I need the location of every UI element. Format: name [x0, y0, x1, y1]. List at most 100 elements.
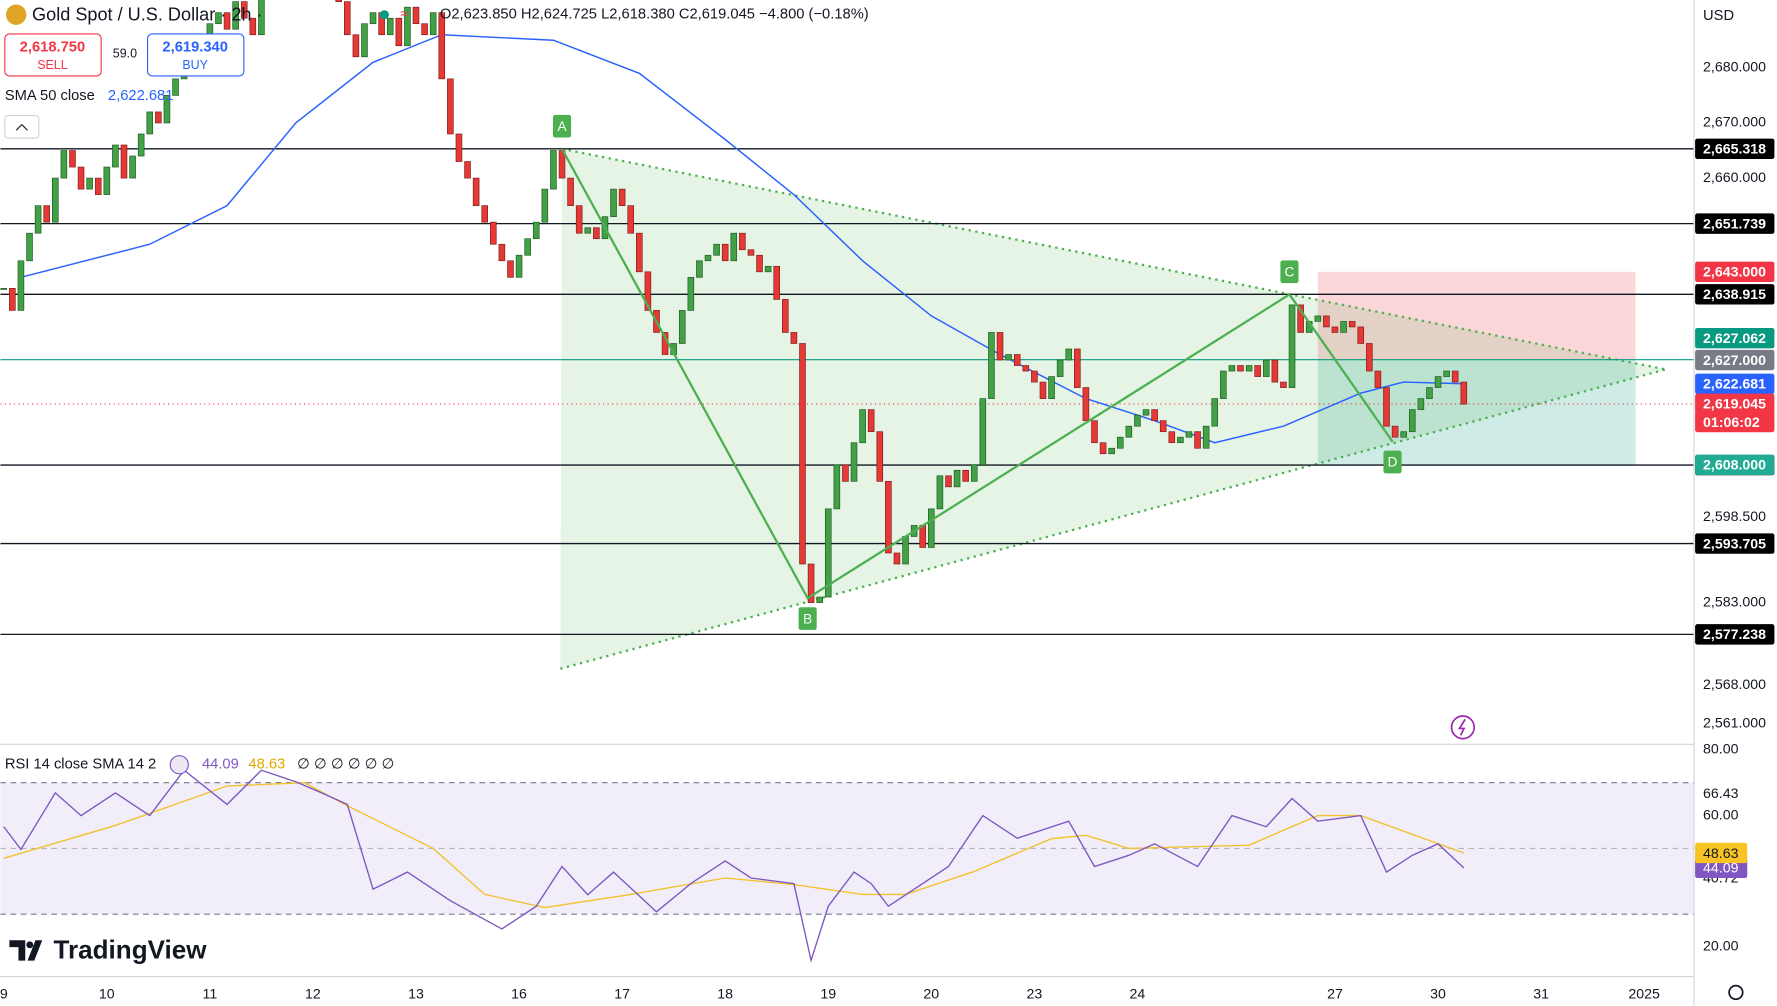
alert-bolt — [1457, 718, 1466, 736]
rsi-tick-label: 66.43 — [1703, 786, 1739, 802]
price-badge-label: 2,622.681 — [1703, 377, 1766, 393]
candle — [498, 243, 506, 262]
candle — [344, 1, 351, 36]
candle — [137, 133, 145, 157]
candle — [1065, 348, 1073, 361]
x-tick-label: 16 — [511, 986, 527, 1002]
pattern-point-label: A — [557, 119, 567, 134]
candle — [824, 508, 832, 598]
candle — [807, 563, 815, 603]
price-badge — [1695, 284, 1775, 305]
candle — [155, 111, 162, 124]
candle — [335, 0, 342, 2]
sma-legend-value: 2,622.681 — [108, 88, 173, 104]
candle — [395, 17, 403, 47]
sell-button[interactable] — [4, 33, 102, 77]
candle — [1400, 431, 1407, 438]
spread: 59.0 — [113, 47, 137, 61]
x-tick-label: 10 — [99, 986, 115, 1002]
candle — [584, 227, 592, 234]
candle — [1194, 431, 1201, 449]
price-badge — [1695, 138, 1775, 159]
candle — [438, 12, 446, 80]
x-tick-label: 23 — [1027, 986, 1043, 1002]
sma-legend: SMA 50 close — [5, 88, 95, 104]
sell-price: 2,618.750 — [20, 39, 85, 55]
candle — [1082, 387, 1090, 422]
rsi-tick-label: 60.00 — [1703, 807, 1739, 823]
candle — [1039, 381, 1047, 399]
candle — [1237, 365, 1244, 372]
rsi-settings-icon[interactable] — [169, 755, 189, 775]
candle — [34, 205, 42, 234]
chevron — [15, 123, 28, 131]
rsi-badge-label: 44.09 — [1703, 861, 1739, 877]
candle — [1417, 398, 1425, 410]
collapse-button[interactable] — [4, 114, 40, 139]
y-tick-label: 2,561.000 — [1703, 716, 1766, 732]
pattern-point-box — [1383, 450, 1402, 474]
candle — [455, 133, 463, 162]
candle — [1074, 348, 1081, 388]
candle — [163, 95, 171, 124]
candle — [1013, 354, 1021, 366]
candle — [928, 508, 935, 548]
x-tick-label: 30 — [1430, 986, 1446, 1002]
candle — [249, 17, 257, 36]
candle — [893, 552, 901, 565]
candle — [799, 343, 806, 565]
x-tick-label: 2025 — [1628, 986, 1660, 1002]
candle — [713, 243, 720, 256]
price-badge — [1695, 327, 1775, 349]
candle — [773, 265, 781, 300]
candle — [1383, 387, 1390, 427]
price-badge-label: 2,619.045 — [1703, 397, 1766, 413]
main-pane: A B C D — [0, 0, 1694, 670]
buy-label: BUY — [182, 58, 208, 72]
price-badge — [1695, 533, 1775, 554]
candle — [1426, 387, 1433, 399]
pattern-lower — [559, 368, 1666, 670]
candle — [1280, 381, 1287, 388]
candle — [739, 232, 746, 251]
candle — [223, 12, 231, 30]
candle — [1056, 359, 1064, 377]
candle — [17, 260, 25, 311]
rsi-legend: RSI 14 close SMA 14 2 — [5, 757, 156, 773]
symbol-icon[interactable] — [5, 4, 27, 25]
settings-icon[interactable] — [1728, 984, 1744, 1001]
candle — [412, 6, 420, 25]
candle — [1022, 365, 1030, 372]
y-tick-label: 2,670.000 — [1703, 115, 1766, 131]
rsi-tick-label: 80.00 — [1703, 742, 1739, 758]
candle — [1288, 304, 1296, 388]
y-tick-label: 2,583.000 — [1703, 594, 1766, 610]
rsi-tick-label: 20.00 — [1703, 939, 1739, 955]
candle — [1116, 436, 1124, 449]
pattern-point-box — [798, 607, 817, 630]
y-tick-label: 2,598.500 — [1703, 509, 1766, 525]
price-badge — [1695, 393, 1775, 415]
rsi-pane — [0, 769, 1694, 964]
candle — [490, 221, 497, 245]
symbol-title[interactable]: Gold Spot / U.S. Dollar · 2h · — [32, 5, 262, 25]
candle — [1340, 321, 1347, 333]
buy-button[interactable] — [147, 33, 245, 77]
price-badge — [1695, 349, 1775, 371]
x-tick-label: 11 — [203, 986, 218, 1002]
currency[interactable]: USD — [1703, 8, 1734, 24]
candle — [1159, 420, 1167, 433]
y-tick-label: 2,680.000 — [1703, 60, 1766, 76]
buy-price: 2,619.340 — [162, 39, 227, 55]
candle — [721, 243, 729, 262]
candle — [790, 332, 798, 344]
x-tick-label: 18 — [717, 986, 733, 1002]
candle — [507, 260, 514, 278]
candle — [550, 150, 557, 190]
alert-icon[interactable] — [1450, 715, 1476, 740]
x-tick-label: 20 — [923, 986, 939, 1002]
price-badge — [1695, 624, 1775, 645]
candle — [1331, 326, 1339, 333]
candle — [1391, 425, 1399, 438]
